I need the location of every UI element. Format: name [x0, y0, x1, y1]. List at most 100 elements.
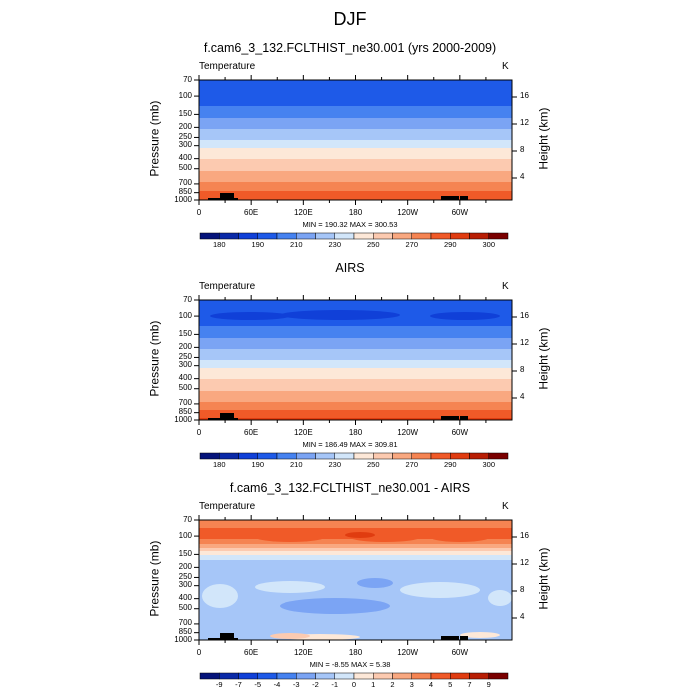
terrain-mask: [441, 416, 459, 420]
min-max-stats: MIN = 190.32 MAX = 300.53: [302, 220, 398, 229]
colorbar-swatch: [296, 232, 316, 240]
colorbar-label: 230: [328, 460, 341, 469]
min-max-stats: MIN = 186.49 MAX = 309.81: [302, 440, 398, 449]
y-tick-label: 850: [178, 627, 192, 637]
colorbar-swatch: [257, 672, 278, 680]
colorbar-swatch: [334, 452, 355, 460]
contour-band: [199, 360, 512, 369]
y-tick-label: 100: [178, 310, 192, 320]
colorbar-swatch: [257, 232, 278, 240]
colorbar-swatch: [392, 232, 412, 240]
y-right-tick-label: 8: [520, 585, 525, 594]
colorbar-swatch: [353, 232, 374, 240]
contour-band: [199, 182, 512, 192]
y-tick-label: 200: [178, 121, 192, 131]
terrain-mask: [460, 416, 468, 420]
x-tick-label: 60E: [244, 648, 259, 657]
colorbar-swatch: [373, 232, 393, 240]
y-tick-label: 150: [178, 328, 192, 338]
colorbar-label: 300: [482, 460, 495, 469]
x-tick-label: 180: [348, 428, 363, 437]
x-tick-label: 0: [196, 648, 202, 657]
x-tick-label: 120E: [293, 648, 313, 657]
colorbar-swatch: [450, 452, 470, 460]
y-tick-label: 300: [178, 360, 192, 370]
y-tick-label: 100: [178, 90, 192, 100]
terrain-mask: [220, 413, 234, 420]
x-tick-label: 60W: [451, 428, 469, 437]
cold-tropopause-region: [430, 312, 500, 320]
colorbar-swatch: [353, 672, 374, 680]
terrain-mask: [460, 196, 468, 200]
anomaly-region: [255, 581, 325, 593]
contour-band: [199, 379, 512, 392]
colorbar-label: -2: [312, 680, 319, 689]
cold-tropopause-region: [280, 310, 400, 320]
panel-title: f.cam6_3_132.FCLTHIST_ne30.001 - AIRS: [229, 481, 471, 495]
contour-band: [199, 520, 512, 529]
x-tick-label: 180: [348, 648, 363, 657]
colorbar-swatch: [488, 672, 509, 680]
colorbar-label: 300: [482, 240, 495, 249]
colorbar-label: -1: [331, 680, 339, 689]
colorbar-swatch: [469, 232, 489, 240]
y-tick-label: 250: [178, 351, 192, 361]
colorbar-swatch: [219, 452, 239, 460]
contour-band: [199, 191, 512, 201]
x-tick-label: 60E: [244, 208, 259, 217]
y-tick-label: 200: [178, 561, 192, 571]
y-tick-label: 500: [178, 383, 192, 393]
anomaly-region: [488, 590, 512, 606]
colorbar-swatch: [353, 452, 374, 460]
colorbar-label: 190: [251, 460, 264, 469]
anomaly-region: [280, 598, 390, 614]
y-right-tick-label: 16: [520, 531, 529, 540]
colorbar-label: 230: [328, 240, 341, 249]
colorbar-swatch: [430, 672, 451, 680]
contour-band: [199, 551, 512, 556]
y-tick-label: 250: [178, 571, 192, 581]
x-tick-label: 180: [348, 208, 363, 217]
colorbar-label: 5: [448, 680, 453, 689]
panel-left-label: Temperature: [199, 501, 256, 512]
anomaly-region: [400, 582, 480, 598]
y-tick-label: 850: [178, 187, 192, 197]
colorbar-label: 180: [212, 240, 226, 249]
contour-band: [199, 140, 512, 149]
colorbar-swatch: [199, 452, 220, 460]
contour-band: [199, 555, 512, 561]
contour-band: [199, 148, 512, 160]
colorbar-swatch: [373, 672, 393, 680]
colorbar-label: 290: [443, 460, 457, 469]
anomaly-region: [460, 632, 500, 638]
terrain-mask: [441, 636, 459, 640]
colorbar-label: 290: [443, 240, 457, 249]
contour-band: [199, 326, 512, 339]
contour-band: [199, 391, 512, 403]
anomaly-region: [430, 532, 490, 542]
y-tick-label: 700: [178, 398, 192, 408]
colorbar-swatch: [238, 452, 258, 460]
colorbar-label: 210: [289, 240, 303, 249]
colorbar-swatch: [315, 452, 335, 460]
y-right-tick-label: 12: [520, 338, 529, 347]
contour-band: [199, 410, 512, 419]
colorbar-label: -9: [215, 680, 223, 689]
y-tick-label: 70: [183, 74, 192, 84]
colorbar-swatch: [199, 672, 220, 680]
anomaly-region: [345, 528, 425, 542]
colorbar-swatch: [488, 232, 509, 240]
cold-tropopause-region: [210, 312, 290, 320]
anomaly-region: [255, 532, 325, 542]
colorbar-swatch: [315, 232, 335, 240]
units-label: K: [502, 61, 509, 72]
colorbar-swatch: [469, 672, 489, 680]
colorbar-swatch: [411, 452, 432, 460]
y-right-tick-label: 16: [520, 91, 529, 100]
y-tick-label: 500: [178, 603, 192, 613]
x-tick-label: 120W: [397, 208, 419, 217]
y-right-tick-label: 12: [520, 118, 529, 127]
colorbar-swatch: [276, 452, 297, 460]
colorbar-swatch: [450, 672, 470, 680]
colorbar-swatch: [296, 672, 316, 680]
